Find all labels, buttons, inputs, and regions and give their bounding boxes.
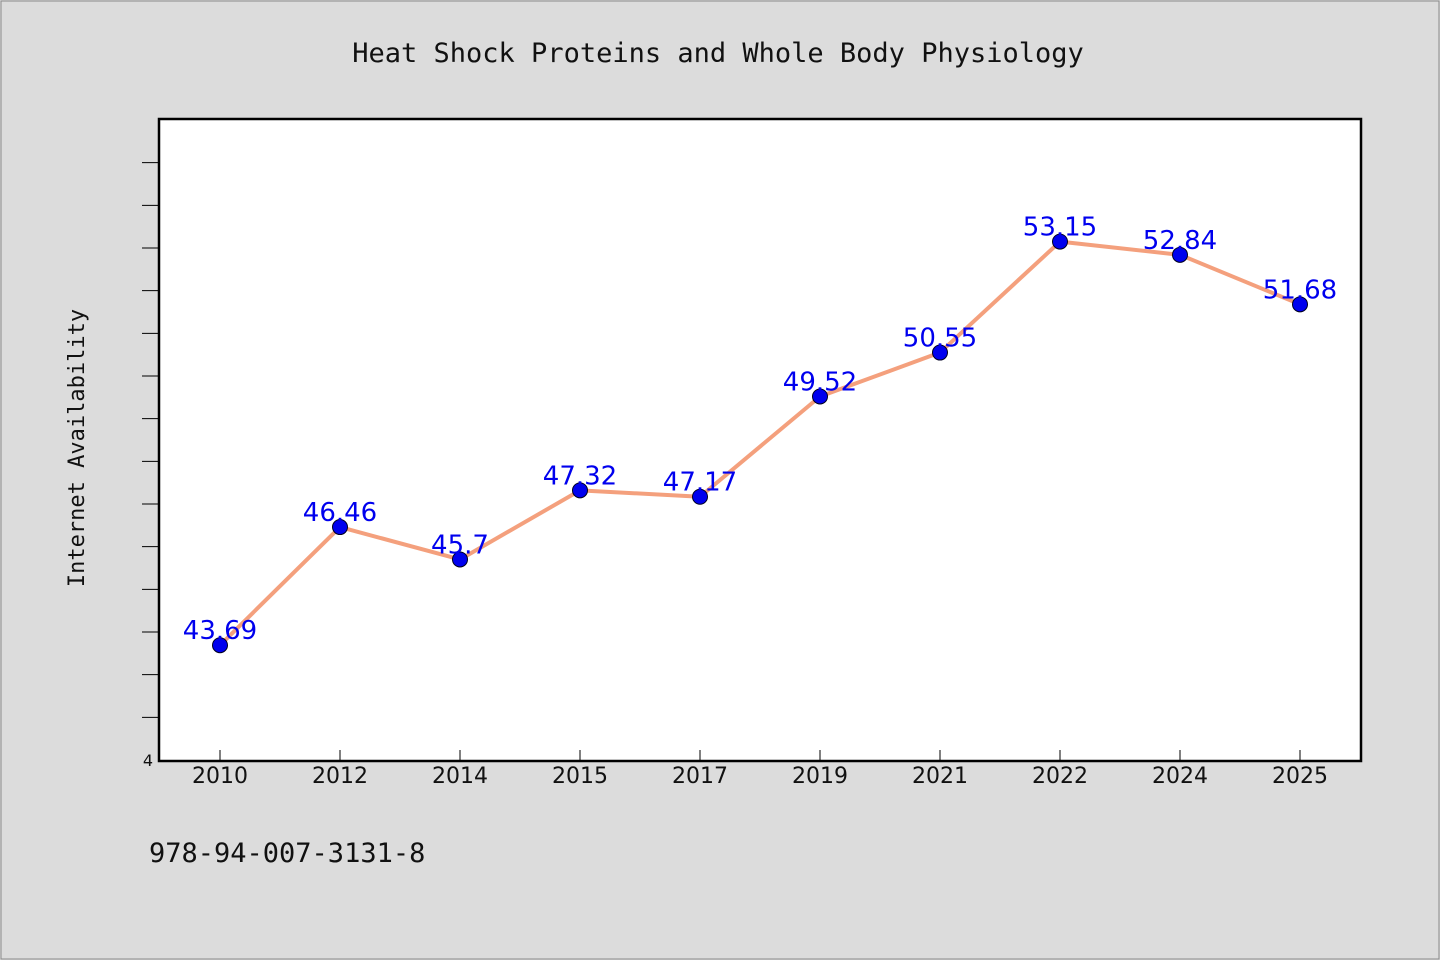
x-tick-label: 2012 bbox=[312, 764, 368, 789]
x-tick-label: 2015 bbox=[552, 764, 608, 789]
series-line bbox=[218, 239, 1301, 647]
x-tick-label: 2025 bbox=[1272, 764, 1328, 789]
data-point bbox=[692, 488, 708, 505]
data-point bbox=[932, 344, 948, 361]
data-label: 45.7 bbox=[431, 530, 489, 560]
footer-isbn: 978-94-007-3131-8 bbox=[149, 838, 425, 869]
data-label: 51.68 bbox=[1263, 275, 1337, 305]
data-label: 47.32 bbox=[543, 461, 617, 491]
chart-title: Heat Shock Proteins and Whole Body Physi… bbox=[352, 38, 1084, 69]
x-tick-label: 2014 bbox=[432, 764, 488, 789]
data-point bbox=[1172, 246, 1188, 263]
x-tick-label: 2024 bbox=[1152, 764, 1208, 789]
data-label: 50.55 bbox=[903, 324, 977, 354]
data-point bbox=[212, 637, 228, 654]
y-tick-label: 4 bbox=[143, 751, 153, 770]
plot-area bbox=[157, 117, 1363, 763]
data-markers bbox=[212, 233, 1308, 654]
series-line-group bbox=[218, 239, 1301, 647]
data-point bbox=[452, 551, 468, 568]
x-axis-ticks: 2010 2012 2014 2015 2017 2019 2021 2022 2024 2025 bbox=[192, 750, 1328, 789]
x-tick-label: 2021 bbox=[912, 764, 968, 789]
data-label: 52.84 bbox=[1143, 226, 1217, 256]
data-label: 47.17 bbox=[663, 468, 737, 498]
data-label: 49.52 bbox=[783, 367, 857, 397]
data-point bbox=[1052, 233, 1068, 250]
x-tick-label: 2019 bbox=[792, 764, 848, 789]
y-axis-ticks: 4 bbox=[142, 162, 159, 770]
y-axis-label: Internet Availability bbox=[65, 309, 90, 587]
data-label: 46.46 bbox=[303, 498, 377, 528]
data-point bbox=[572, 482, 588, 499]
data-point bbox=[332, 519, 348, 536]
data-label: 53.15 bbox=[1023, 213, 1097, 243]
data-point bbox=[1292, 296, 1308, 313]
x-tick-label: 2017 bbox=[672, 764, 728, 789]
data-label: 43.69 bbox=[183, 616, 257, 646]
x-tick-label: 2022 bbox=[1032, 764, 1088, 789]
x-tick-label: 2010 bbox=[192, 764, 248, 789]
data-point bbox=[812, 388, 828, 405]
data-labels: 43.69 46.46 45.7 47.32 47.17 49.52 50.55 53.15 5… bbox=[183, 213, 1337, 647]
